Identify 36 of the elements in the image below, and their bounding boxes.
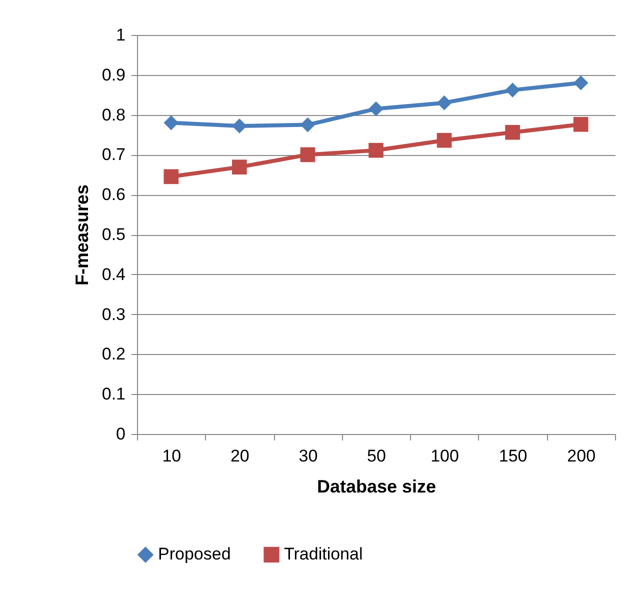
- y-tick-label: 1: [116, 26, 126, 44]
- x-tick-label: 30: [298, 446, 318, 466]
- point: [573, 116, 588, 132]
- x-tick-label: 100: [430, 446, 459, 466]
- x-tick-label: 10: [162, 446, 182, 466]
- x-axis-title: Database size: [316, 476, 436, 496]
- point: [232, 118, 247, 134]
- legend-label: Traditional: [284, 544, 363, 564]
- y-tick-label: 0.1: [102, 384, 126, 404]
- point: [300, 117, 316, 132]
- x-tick-label: 50: [367, 446, 386, 466]
- x-tick-label: 200: [567, 446, 596, 466]
- y-tick-label: 0.9: [102, 65, 126, 84]
- y-tick-label: 0.3: [102, 304, 126, 324]
- point: [232, 160, 247, 174]
- y-tick-label: 0.4: [102, 264, 126, 284]
- x-tick-label: 150: [498, 446, 528, 466]
- point: [573, 75, 588, 90]
- y-axis-title: F-measures: [72, 184, 92, 286]
- x-tick-label: 20: [230, 446, 250, 466]
- y-tick-label: 0.7: [102, 145, 126, 164]
- y-tick-label: 0.8: [102, 105, 126, 124]
- legend-label: Proposed: [158, 544, 231, 564]
- point: [300, 147, 316, 162]
- y-tick-label: 0.5: [102, 225, 126, 244]
- point: [368, 142, 384, 158]
- point: [164, 169, 179, 184]
- point: [505, 82, 520, 98]
- y-tick-label: 0: [116, 424, 126, 444]
- point: [368, 101, 384, 116]
- y-tick-label: 0.2: [102, 344, 126, 364]
- point: [436, 132, 452, 148]
- point: [164, 115, 179, 130]
- point: [505, 124, 520, 140]
- y-tick-label: 0.6: [102, 185, 126, 204]
- point: [436, 95, 452, 110]
